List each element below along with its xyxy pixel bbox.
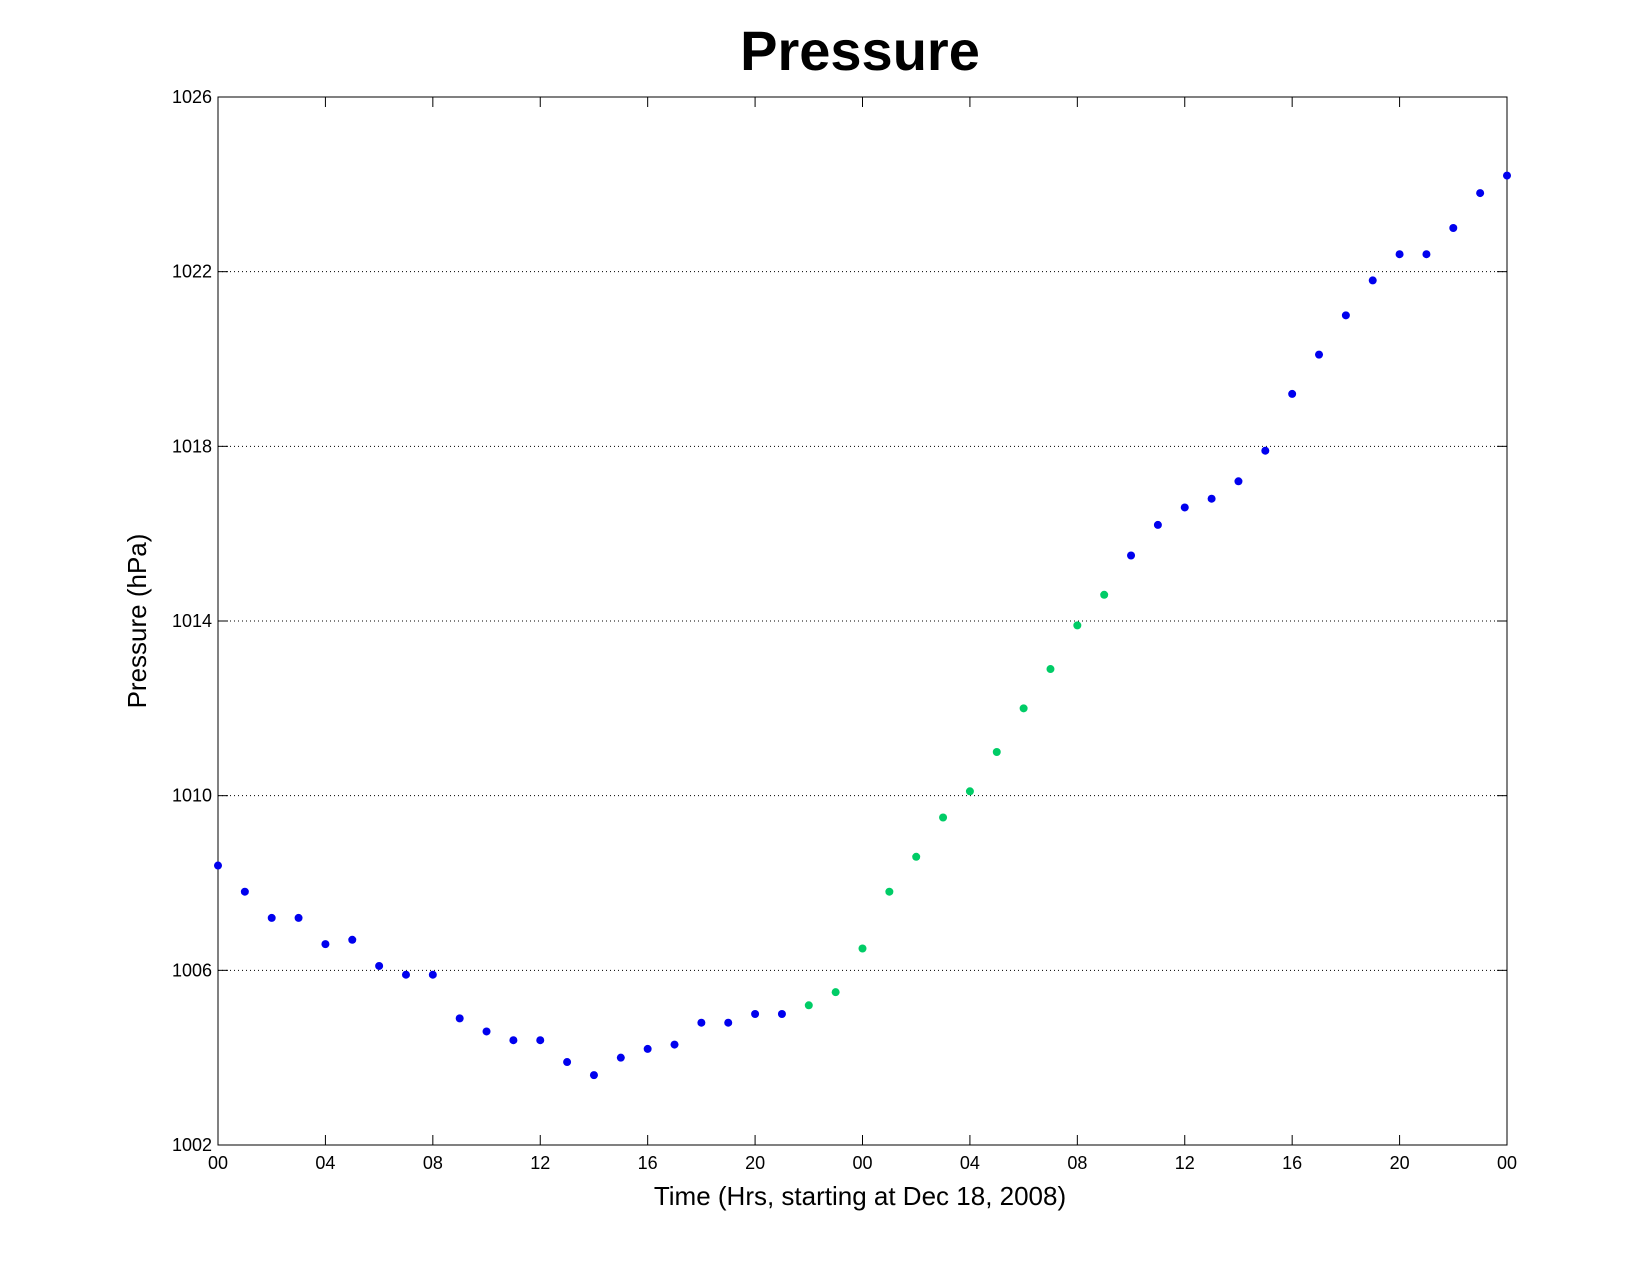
data-point [428, 970, 437, 979]
x-tick-label: 00 [852, 1153, 872, 1173]
data-point [589, 1071, 598, 1080]
data-point [1073, 621, 1082, 630]
data-point [777, 1010, 786, 1018]
data-point [965, 787, 974, 796]
data-point [1127, 551, 1136, 560]
data-point [294, 913, 303, 922]
data-point [1395, 250, 1404, 259]
data-point [643, 1044, 652, 1053]
data-point [1476, 189, 1485, 198]
data-point [1100, 590, 1109, 599]
data-point [939, 813, 948, 822]
data-point [375, 961, 384, 970]
data-point [267, 913, 276, 922]
data-point [1046, 665, 1055, 674]
data-point [1207, 494, 1216, 503]
data-point [1503, 171, 1511, 180]
data-point [348, 935, 357, 944]
data-point [616, 1053, 625, 1062]
data-point [1449, 224, 1458, 232]
x-tick-label: 12 [1175, 1153, 1195, 1173]
data-point [401, 970, 410, 979]
x-tick-label: 20 [1390, 1153, 1410, 1173]
data-point [240, 887, 249, 896]
y-tick-label: 1022 [172, 262, 212, 282]
data-point [1341, 311, 1350, 320]
x-tick-label: 08 [423, 1153, 443, 1173]
y-tick-label: 1014 [172, 611, 212, 631]
data-point [509, 1036, 518, 1045]
x-axis-label: Time (Hrs, starting at Dec 18, 2008) [654, 1181, 1066, 1211]
data-point [563, 1058, 572, 1067]
data-point [1315, 350, 1324, 359]
axis-ticks: 1002 1006 1010 1014 1018 1022 1026 00 04 08 12 16 20… [172, 87, 1517, 1173]
x-tick-label: 08 [1067, 1153, 1087, 1173]
y-tick-label: 1026 [172, 87, 212, 107]
y-tick-label: 1010 [172, 786, 212, 806]
data-points [214, 171, 1511, 1080]
y-tick-label: 1018 [172, 436, 212, 456]
data-point [724, 1018, 733, 1027]
data-point [831, 988, 840, 997]
data-point [214, 861, 222, 870]
data-point [1019, 704, 1028, 713]
y-tick-label: 1002 [172, 1135, 212, 1155]
data-point [992, 748, 1001, 756]
data-point [697, 1018, 706, 1027]
data-point [321, 940, 330, 949]
data-point [1261, 446, 1270, 455]
y-axis-label: Pressure (hPa) [122, 534, 152, 709]
data-point [536, 1036, 545, 1045]
x-tick-label: 16 [638, 1153, 658, 1173]
x-tick-label: 12 [530, 1153, 550, 1173]
data-point [1422, 250, 1431, 259]
x-tick-label: 00 [208, 1153, 228, 1173]
data-point [912, 852, 921, 861]
y-tick-label: 1006 [172, 960, 212, 980]
data-point [1288, 389, 1297, 398]
data-point [1234, 477, 1243, 486]
x-tick-label: 20 [745, 1153, 765, 1173]
data-point [670, 1040, 679, 1049]
data-point [482, 1027, 491, 1036]
data-point [455, 1014, 464, 1023]
data-point [1153, 520, 1162, 529]
x-tick-label: 16 [1282, 1153, 1302, 1173]
x-tick-label: 00 [1497, 1153, 1517, 1173]
x-tick-label: 04 [960, 1153, 980, 1173]
grid-lines [218, 271, 1507, 971]
data-point [858, 944, 867, 953]
data-point [1180, 503, 1189, 512]
data-point [751, 1010, 760, 1018]
x-tick-label: 04 [315, 1153, 335, 1173]
data-point [1368, 276, 1377, 285]
data-point [885, 887, 894, 896]
data-point [804, 1001, 813, 1010]
chart-title: Pressure [740, 19, 980, 82]
